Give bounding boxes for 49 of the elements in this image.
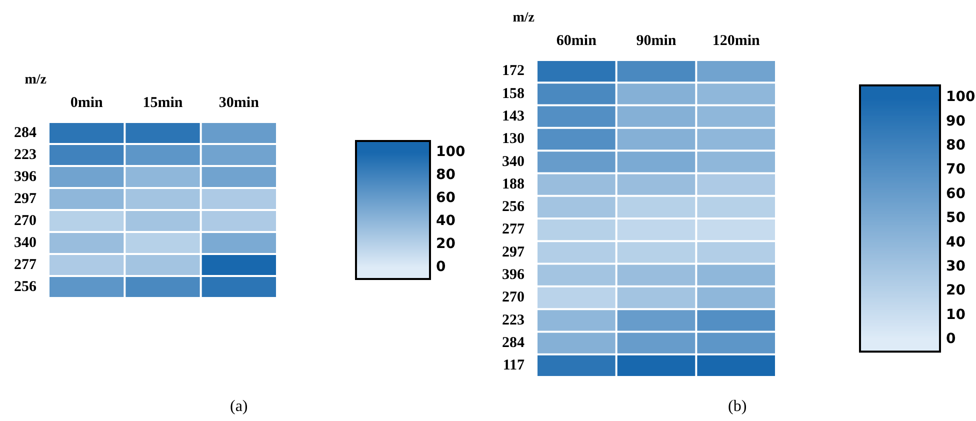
y-tick-label: 158 [502, 86, 524, 102]
text: (b) [728, 398, 747, 415]
color-bar-label: 0 [946, 331, 956, 348]
x-tick-label: 60min [556, 32, 598, 49]
y-tick-label: 188 [502, 176, 524, 192]
color-bar-label: 60 [436, 190, 456, 206]
y-tick-label: 396 [502, 266, 525, 283]
y-tick-label: 277 [502, 222, 525, 238]
x-tick-label: 0min [70, 94, 104, 111]
color-bar-label: 80 [946, 138, 966, 154]
color-bar-label: 100 [946, 89, 976, 106]
x-tick-label: 15min [142, 94, 184, 111]
y-axis-title: m/z [512, 10, 534, 26]
x-tick-label: 120min [712, 32, 760, 49]
y-tick-label: 277 [14, 256, 37, 273]
y-tick-label: 297 [14, 190, 37, 207]
y-tick-label: 284 [14, 124, 37, 141]
y-tick-label: 270 [14, 212, 36, 229]
color-bar-label: 40 [436, 213, 456, 230]
color-bar-label: 30 [946, 258, 966, 275]
color-bar-label: 60 [946, 186, 966, 202]
y-tick-label: 256 [14, 278, 37, 295]
color-bar-label: 50 [946, 210, 966, 226]
y-tick-label: 223 [502, 312, 524, 328]
y-tick-label: 270 [502, 290, 524, 306]
y-tick-label: 256 [502, 199, 525, 216]
x-tick-label: 30min [218, 94, 260, 111]
color-bar-label: 20 [946, 282, 966, 299]
y-tick-label: 396 [14, 168, 37, 185]
color-bar-label: 10 [946, 306, 966, 323]
y-tick-label: 172 [502, 63, 524, 80]
color-bar-label: 90 [946, 113, 966, 130]
color-bar-label: 80 [436, 167, 456, 184]
y-tick-label: 130 [502, 131, 524, 148]
x-tick-label: 90min [636, 32, 677, 49]
y-tick-label: 143 [502, 108, 524, 124]
y-tick-label: 284 [502, 334, 525, 351]
color-bar-label: 20 [436, 236, 456, 252]
color-bar-label: 100 [436, 144, 466, 160]
y-tick-label: 117 [502, 358, 525, 374]
color-bar-label: 0 [436, 259, 446, 276]
y-tick-label: 340 [502, 154, 524, 170]
y-tick-label: 297 [502, 244, 525, 260]
y-tick-label: 223 [14, 146, 36, 163]
y-axis-title: m/z [24, 72, 46, 88]
color-bar-label: 70 [946, 162, 966, 178]
color-bar-label: 40 [946, 234, 966, 250]
text: (a) [230, 398, 248, 415]
y-tick-label: 340 [14, 234, 36, 251]
